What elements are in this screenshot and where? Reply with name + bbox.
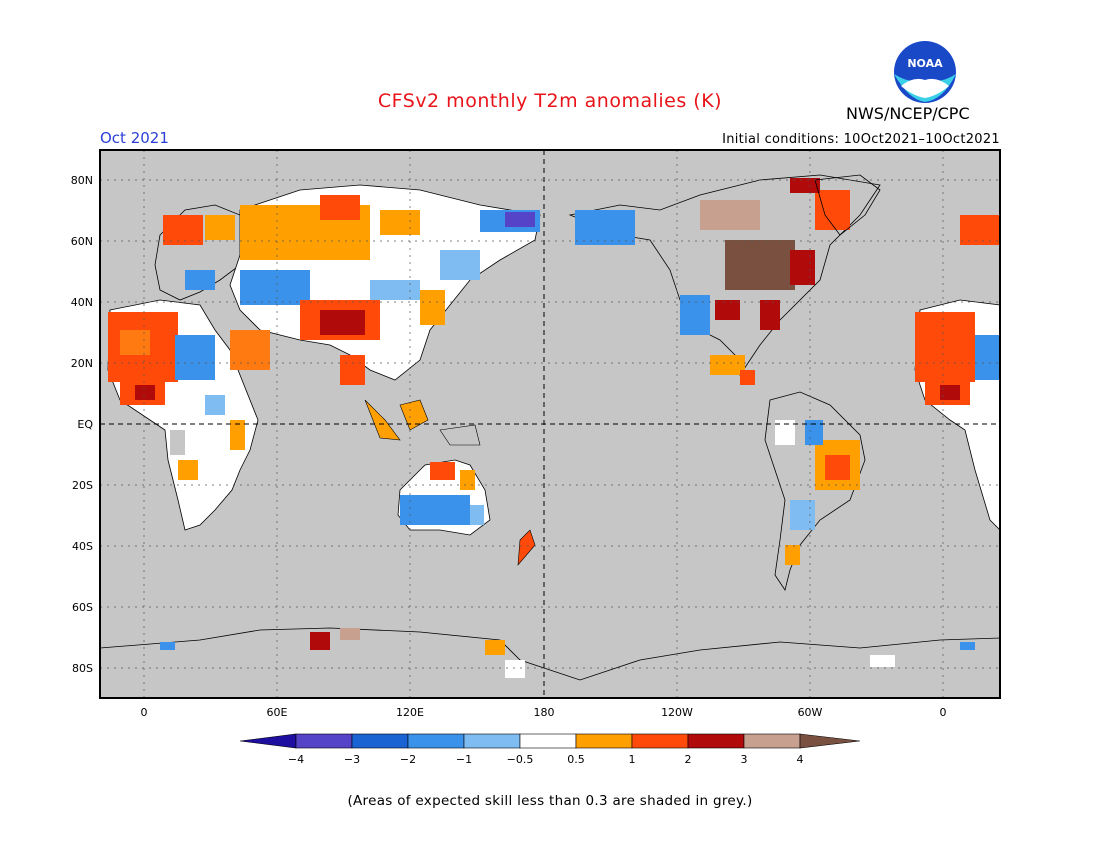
africa-region [107,299,259,531]
colorbar-label: −1 [456,753,472,766]
colorbar-swatch [743,733,801,749]
skill-footnote: (Areas of expected skill less than 0.3 a… [347,793,753,809]
europe-region [154,204,251,301]
africa-wrap-region [914,215,1001,531]
colorbar-label: −0.5 [507,753,534,766]
colorbar-swatch [687,733,745,749]
colorbar-label: 3 [741,753,748,766]
lon-label: 0 [940,706,947,719]
colorbar-swatch [295,733,353,749]
initial-conditions: Initial conditions: 10Oct2021–10Oct2021 [722,132,1000,147]
map-frame [99,149,1001,699]
colorbar-swatch [463,733,521,749]
lat-label: 40S [72,540,93,553]
lat-label: 80N [71,174,93,187]
colorbar-swatch [519,733,577,749]
colorbar-label: −2 [400,753,416,766]
map-background [100,150,1000,698]
lon-labels: 0 60E 120E 180 120W 60W 0 [141,706,947,719]
lon-label: 180 [534,706,555,719]
colorbar-label: −3 [344,753,360,766]
colorbar-label: 2 [685,753,692,766]
colorbar-label: 0.5 [567,753,585,766]
lon-label: 120E [396,706,424,719]
grid-lines [100,150,1000,698]
lon-label: 120W [661,706,693,719]
colorbar-low-arrow [239,733,297,749]
australia-region [397,459,536,566]
south-america-region [764,391,866,591]
lat-label: 60S [72,601,93,614]
colorbar-label: 4 [797,753,804,766]
colorbar: −4 −3 −2 −1 −0.5 0.5 1 2 3 4 [239,733,861,766]
lon-label: 0 [141,706,148,719]
lat-label: EQ [77,418,93,431]
lat-label: 40N [71,296,93,309]
antarctica-region [99,627,1001,699]
lat-label: 20N [71,357,93,370]
lat-label: 20S [72,479,93,492]
north-america-region [568,174,881,385]
valid-month: Oct 2021 [100,129,169,147]
greenland-outline [814,174,881,236]
lon-label: 60W [798,706,823,719]
asia-region [229,184,541,385]
colorbar-label: −4 [288,753,304,766]
agency-label: NWS/NCEP/CPC [846,104,970,123]
lat-labels: 80N 60N 40N 20N EQ 20S 40S 60S 80S [71,174,94,675]
logo-text: NOAA [907,57,943,70]
maritime-continent [364,399,481,446]
lat-label: 80S [72,662,93,675]
lon-label: 60E [267,706,288,719]
colorbar-label: 1 [629,753,636,766]
noaa-logo: NOAA [893,40,957,104]
colorbar-swatch [575,733,633,749]
lat-label: 60N [71,235,93,248]
colorbar-swatch [631,733,689,749]
colorbar-high-arrow [799,733,861,749]
colorbar-swatch [407,733,465,749]
map-title: CFSv2 monthly T2m anomalies (K) [377,90,723,112]
colorbar-swatch [351,733,409,749]
